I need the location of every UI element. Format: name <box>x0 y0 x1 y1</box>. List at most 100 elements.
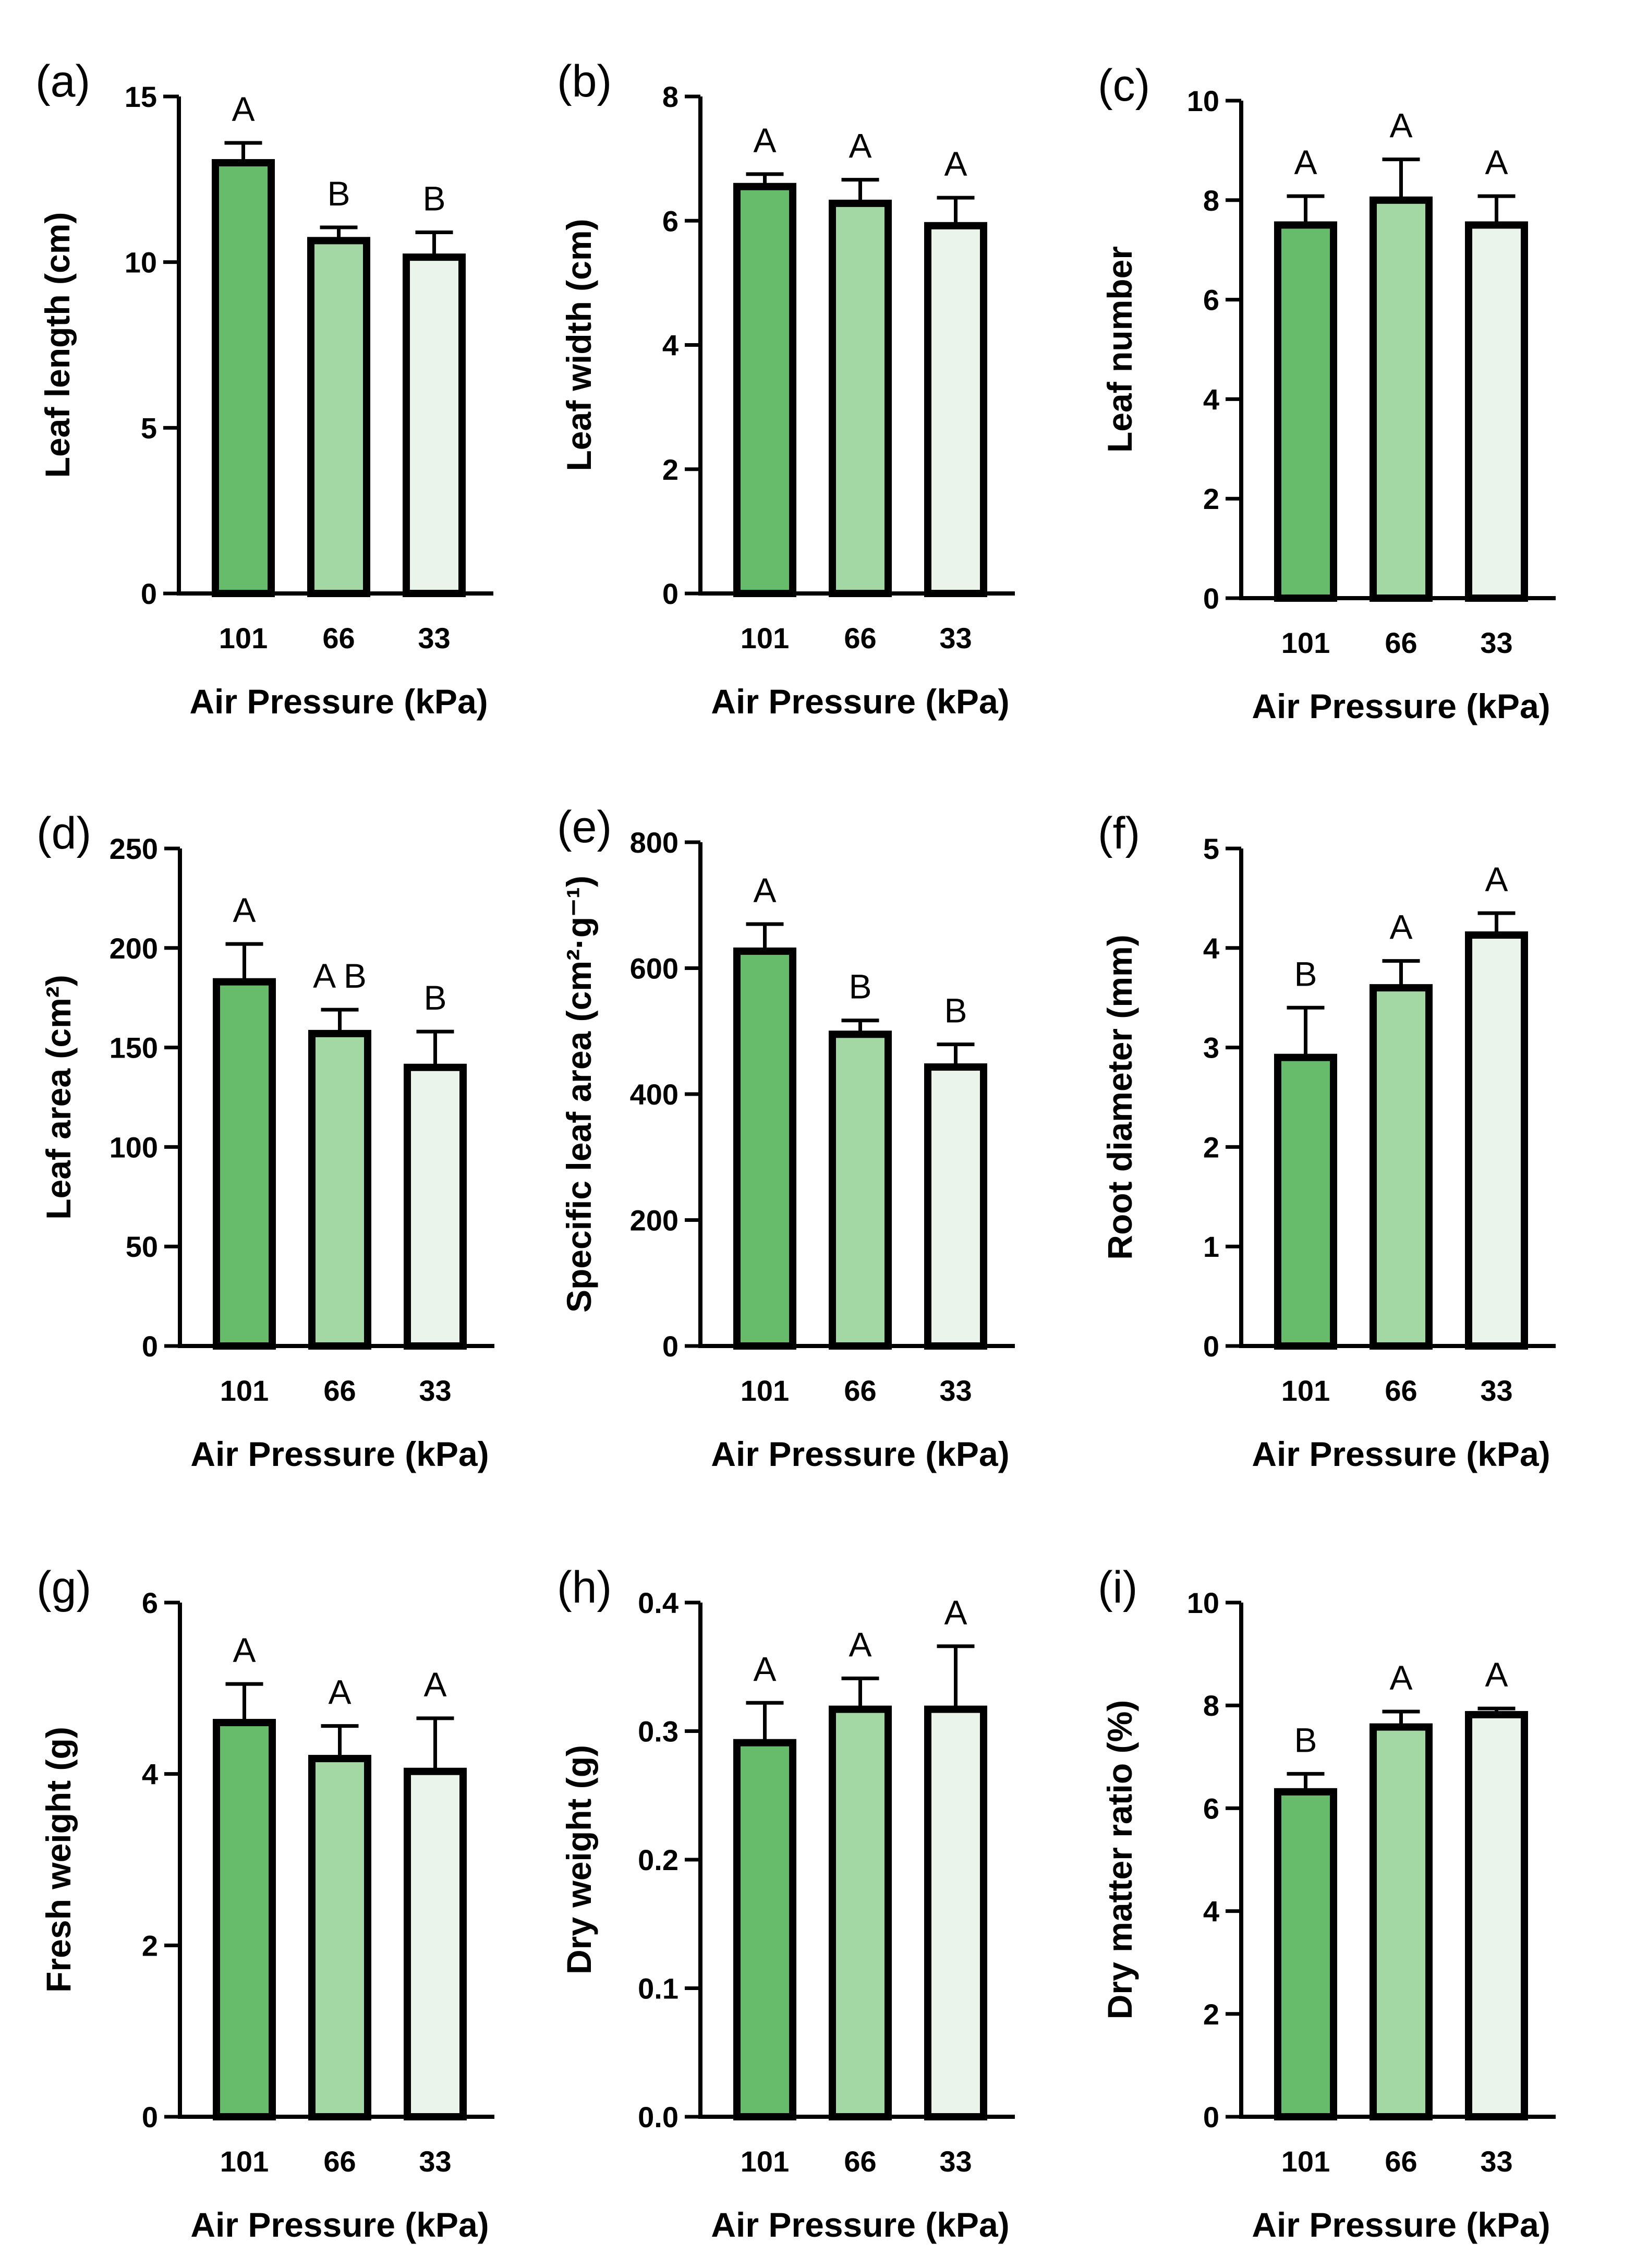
bar-66 <box>829 1705 892 2120</box>
significance-letter: A <box>328 1673 351 1712</box>
y-axis-title: Dry weight (g) <box>560 1745 598 1974</box>
bar-66 <box>1370 984 1433 1350</box>
y-tick-label: 400 <box>630 1078 678 1111</box>
significance-letter: A <box>1485 143 1508 181</box>
y-tick-label: 5 <box>1203 832 1219 865</box>
y-tick-label: 4 <box>1203 383 1219 416</box>
significance-letter: B <box>849 967 871 1006</box>
bar-101 <box>213 1719 276 2120</box>
significance-letter: B <box>1294 954 1317 993</box>
significance-letter: A <box>753 121 776 160</box>
x-axis-title: Air Pressure (kPa) <box>190 2205 489 2244</box>
significance-letter: A <box>1389 908 1412 947</box>
bar-101 <box>213 978 276 1350</box>
x-axis-title: Air Pressure (kPa) <box>1252 1435 1550 1473</box>
significance-letter: A <box>423 1665 446 1704</box>
y-tick-label: 4 <box>1203 932 1219 965</box>
x-tick-label: 101 <box>219 622 268 654</box>
y-tick-label: 0.0 <box>638 2101 678 2133</box>
y-tick-label: 200 <box>110 932 158 965</box>
y-tick-label: 2 <box>1203 482 1219 515</box>
x-tick-label: 101 <box>741 1374 789 1407</box>
y-tick-label: 600 <box>630 952 678 985</box>
x-axis-title: Air Pressure (kPa) <box>711 2205 1009 2244</box>
y-tick-label: 0 <box>1203 582 1219 615</box>
bar-33 <box>924 1705 987 2120</box>
bar-101 <box>1274 1053 1337 1350</box>
x-tick-label: 33 <box>939 622 972 654</box>
significance-letter: A <box>1389 1658 1412 1697</box>
y-tick-label: 800 <box>630 826 678 859</box>
x-tick-label: 33 <box>419 2145 451 2178</box>
panel-g: (g) A 101 A 66 A 33 0 2 4 6 Air Pressure (kPa) Fresh… <box>37 1562 494 2244</box>
panel-h: (h) A 101 A 66 A 33 0.0 0.1 0.2 0.3 0.4 Air Pressure… <box>557 1562 1015 2244</box>
panel-letter: (e) <box>557 802 612 852</box>
y-tick-label: 5 <box>141 411 157 444</box>
y-tick-label: 10 <box>125 246 157 279</box>
y-axis-title: Leaf number <box>1100 246 1139 453</box>
panel-letter: (b) <box>557 56 612 106</box>
panel-i: (i) B 101 A 66 A 33 0 2 4 6 8 10 Air Pressure (kPa) Dr… <box>1098 1562 1556 2244</box>
y-axis-title: Dry matter ratio (%) <box>1100 1700 1139 2019</box>
x-tick-label: 101 <box>220 2145 269 2178</box>
significance-letter: A <box>849 127 871 165</box>
bar-33 <box>1465 221 1528 602</box>
panel-letter: (d) <box>37 808 91 858</box>
y-tick-label: 8 <box>662 80 678 113</box>
bar-101 <box>733 947 796 1350</box>
x-axis-title: Air Pressure (kPa) <box>1252 687 1550 725</box>
x-tick-label: 66 <box>322 622 355 654</box>
bar-33 <box>924 222 987 597</box>
y-axis-title: Specific leaf area (cm²·g⁻¹) <box>560 876 598 1313</box>
bar-101 <box>1274 1788 1337 2120</box>
bar-66 <box>308 1755 371 2120</box>
y-tick-label: 4 <box>142 1758 158 1791</box>
x-tick-label: 33 <box>419 1374 451 1407</box>
y-tick-label: 0 <box>142 1330 158 1363</box>
y-tick-label: 6 <box>1203 1792 1219 1825</box>
bar-33 <box>404 1063 467 1350</box>
y-tick-label: 0.2 <box>638 1843 678 1876</box>
y-tick-label: 200 <box>630 1204 678 1237</box>
significance-letter: A <box>233 1631 256 1669</box>
panel-letter: (a) <box>35 56 90 106</box>
y-axis-title: Leaf area (cm²) <box>39 975 78 1220</box>
x-tick-label: 66 <box>1385 626 1417 659</box>
y-tick-label: 2 <box>1203 1131 1219 1163</box>
y-tick-label: 100 <box>110 1131 158 1163</box>
x-axis-title: Air Pressure (kPa) <box>189 682 488 721</box>
significance-letter: A <box>944 144 967 183</box>
bar-66 <box>1370 1723 1433 2121</box>
y-tick-label: 0.1 <box>638 1972 678 2005</box>
y-tick-label: 0 <box>1203 1330 1219 1363</box>
significance-letter: A B <box>313 956 367 995</box>
bar-66 <box>829 1030 892 1350</box>
y-tick-label: 2 <box>662 453 678 486</box>
panel-e: (e) A 101 B 66 B 33 0 200 400 600 800 Air Pressure (… <box>557 802 1015 1473</box>
y-tick-label: 50 <box>126 1230 158 1263</box>
y-axis-title: Root diameter (mm) <box>1100 935 1139 1259</box>
significance-letter: A <box>233 891 256 929</box>
bar-33 <box>403 253 466 597</box>
y-axis-title: Leaf width (cm) <box>560 219 598 471</box>
x-tick-label: 101 <box>1281 2145 1330 2178</box>
x-axis-title: Air Pressure (kPa) <box>1252 2205 1550 2244</box>
y-tick-label: 0 <box>141 577 157 610</box>
x-axis-title: Air Pressure (kPa) <box>190 1435 489 1473</box>
panel-letter: (f) <box>1098 808 1140 858</box>
bar-66 <box>1370 196 1433 602</box>
y-tick-label: 10 <box>1187 84 1219 117</box>
y-tick-label: 0 <box>662 1330 678 1363</box>
x-tick-label: 66 <box>1385 1374 1417 1407</box>
y-tick-label: 6 <box>1203 284 1219 317</box>
panel-a: (a) A 101 B 66 B 33 0 5 10 15 Air Pressure (kPa) Lea… <box>35 56 493 721</box>
y-axis-title: Leaf length (cm) <box>38 212 77 478</box>
x-tick-label: 33 <box>418 622 450 654</box>
y-tick-label: 8 <box>1203 184 1219 217</box>
x-tick-label: 101 <box>1281 626 1330 659</box>
significance-letter: B <box>422 179 445 217</box>
y-axis-title: Fresh weight (g) <box>39 1727 78 1993</box>
x-axis-title: Air Pressure (kPa) <box>711 682 1009 721</box>
x-tick-label: 66 <box>1385 2145 1417 2178</box>
